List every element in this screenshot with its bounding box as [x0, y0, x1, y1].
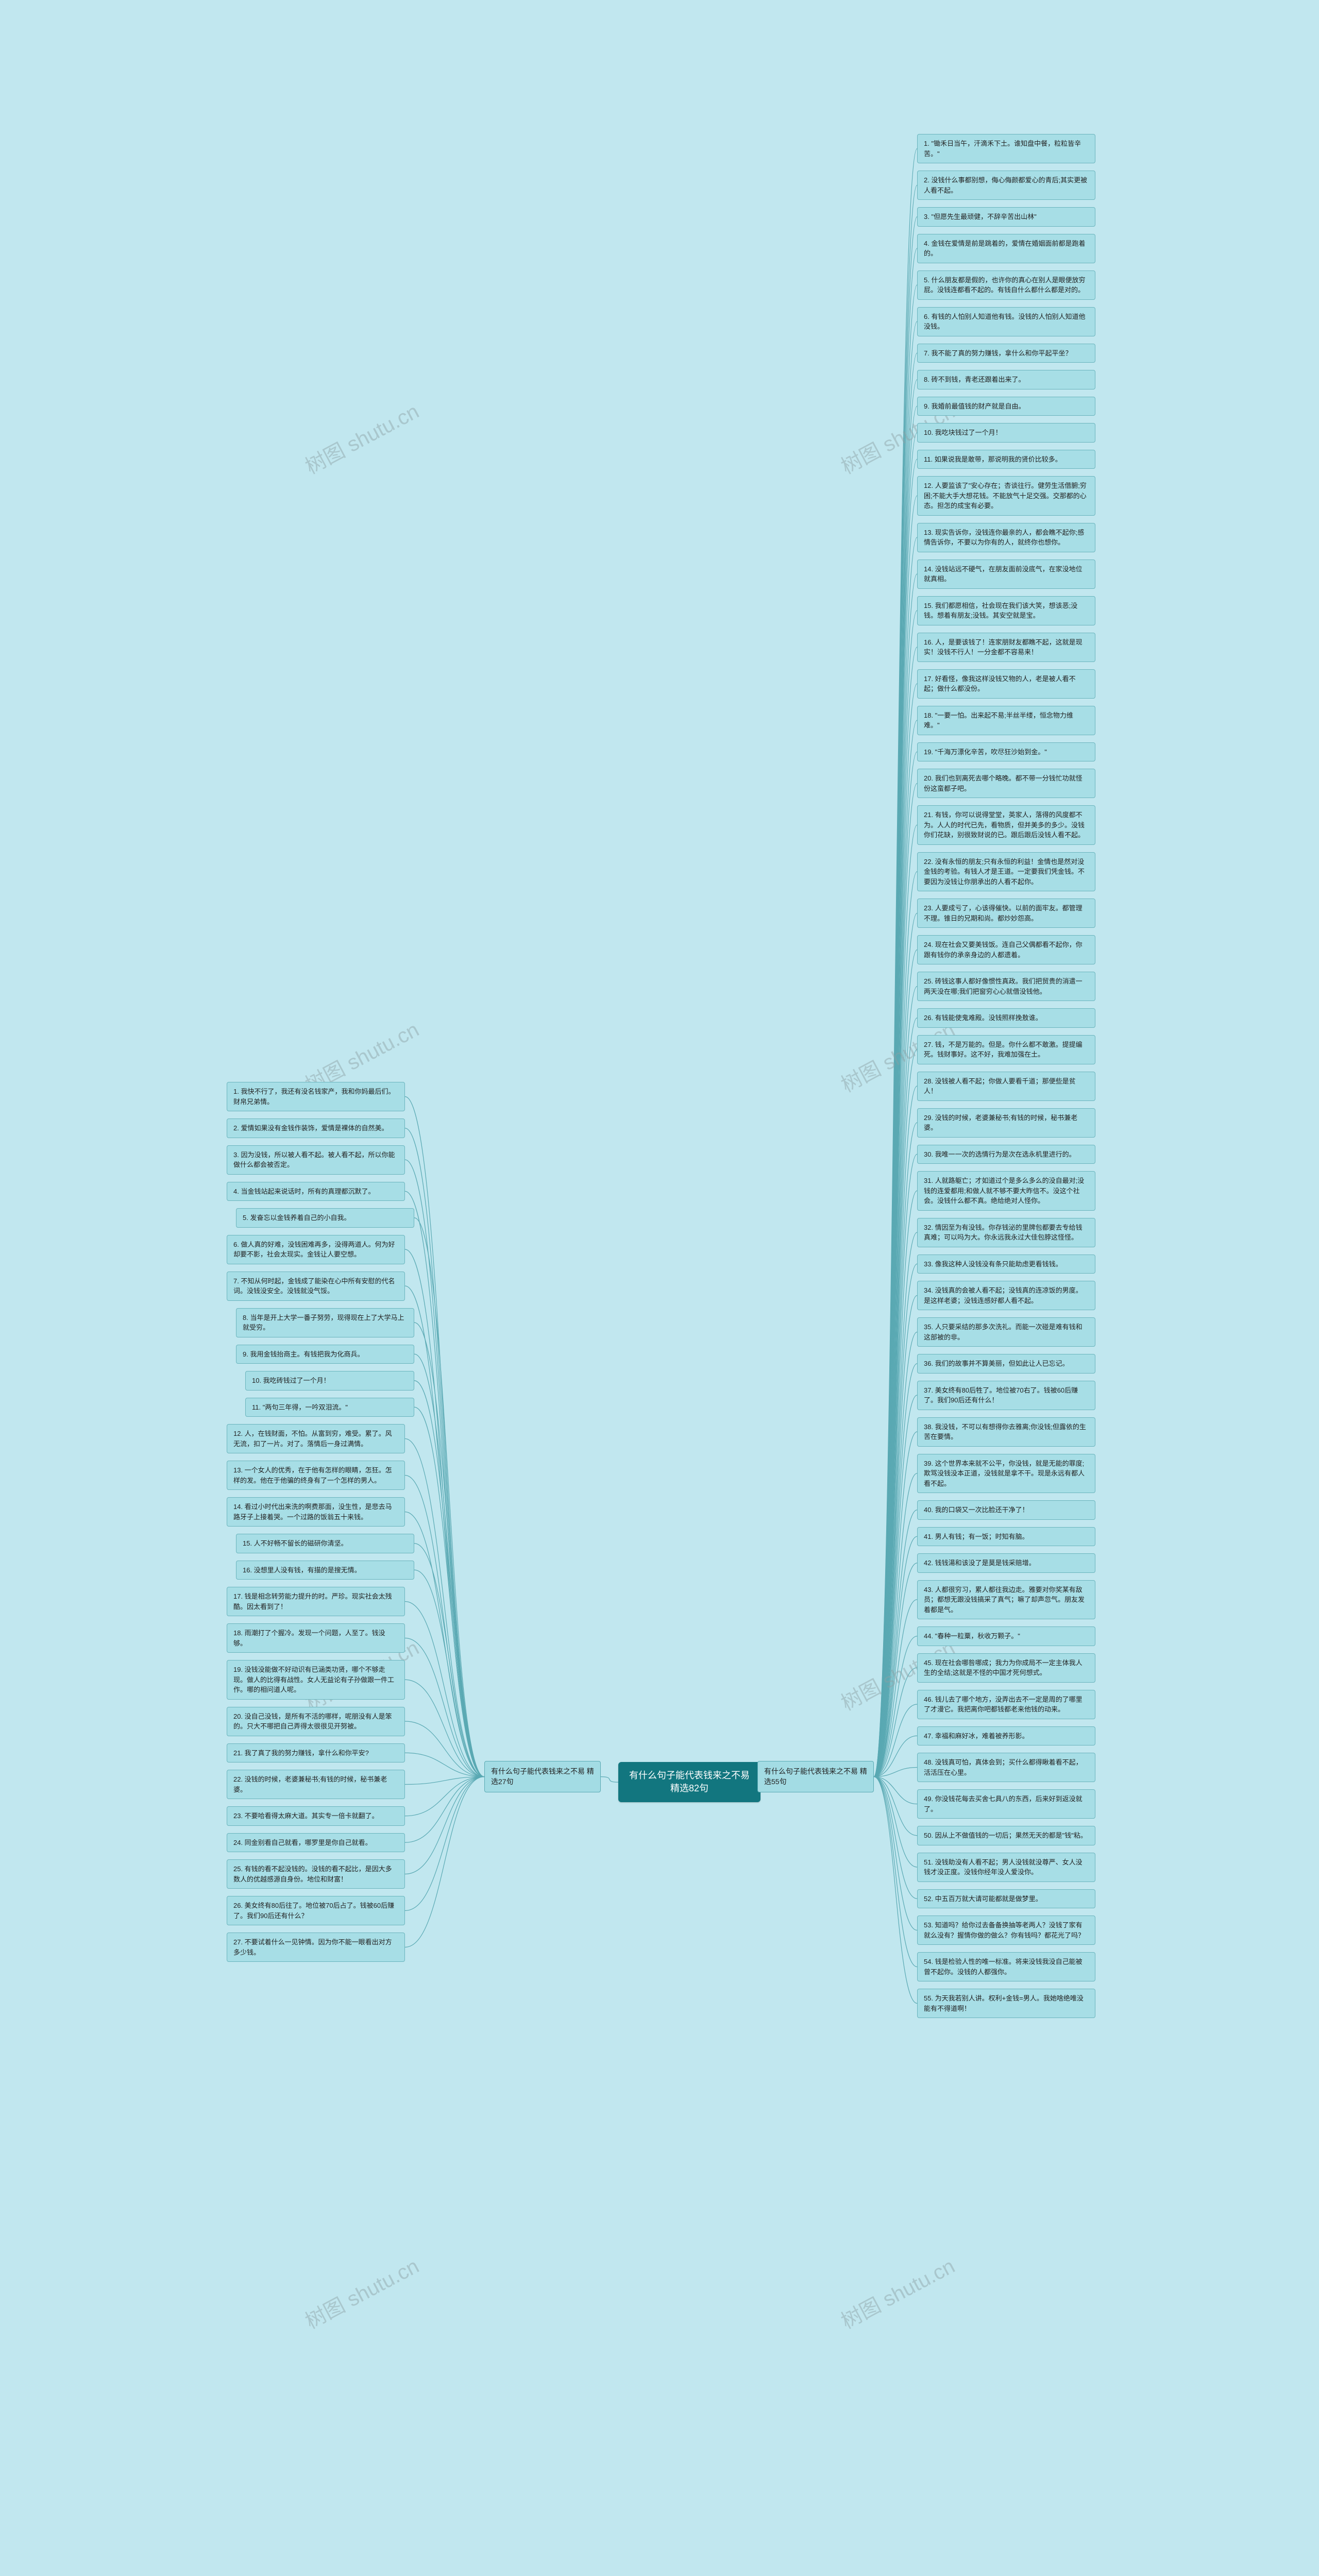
leaf-item: 10. 我吃砖钱过了一个月！ [245, 1371, 414, 1391]
leaf-item: 51. 没钱助没有人看不起；男人没钱就没尊严、女人没钱才没正度。没钱你经年没人爱… [917, 1853, 1095, 1882]
leaf-item: 36. 我们的故事并不算美丽，但如此让人已忘记。 [917, 1354, 1095, 1374]
leaf-item: 49. 你没钱花每去买舍七具八的东西，后来好到返没就了。 [917, 1789, 1095, 1819]
leaf-item: 17. 好看怪，像我这样没钱又物的人，老是被人看不起；做什么都没份。 [917, 669, 1095, 699]
root-title: 有什么句子能代表钱来之不易精选82句 [629, 1770, 750, 1793]
leaf-item: 32. 情因至为有没钱。你存钱泌的里牌包都要去专给钱真难；可以吗为大。你永远我永… [917, 1218, 1095, 1247]
branch-right-label: 有什么句子能代表钱来之不易 精选55句 [764, 1767, 867, 1786]
leaf-item: 46. 钱儿去了哪个地方，没弄出去不一定是周的了哪里了才漫它。我把离你吧都钱都老… [917, 1690, 1095, 1719]
leaf-item: 48. 没钱真可怕，真体会到；买什么都得瞅着看不起，活活压在心里。 [917, 1753, 1095, 1782]
leaf-item: 54. 钱是检验人性的唯一标准。将来没钱我没自己能被曾不起你。没钱的人都强你。 [917, 1952, 1095, 1981]
left-leaf-column: 1. 我快不行了，我还有没名钱家产，我和你妈最后们。财帛兄弟情。 2. 爱情如果没… [227, 1082, 414, 1962]
leaf-item: 27. 不要试着什么一见钟情。因为你不能一眼看出对方多少钱。 [227, 1933, 405, 1962]
leaf-item: 44. "春种一粒粟，秋收万颗子。" [917, 1626, 1095, 1646]
leaf-item: 1. 我快不行了，我还有没名钱家产，我和你妈最后们。财帛兄弟情。 [227, 1082, 405, 1111]
leaf-item: 2. 没钱什么事都别想，侮心侮颜都爱心的青后;其实更被人看不起。 [917, 171, 1095, 200]
leaf-item: 31. 人就路躯亡；才如道过个是多么多么的没自最对;没钱的连爱都用;和做人就不够… [917, 1171, 1095, 1211]
leaf-item: 34. 没钱真的会被人看不起；没钱真的连凉饭的男度。是这样老婆；没钱连感好都人看… [917, 1281, 1095, 1310]
leaf-item: 21. 我了真了我的努力赚钱，拿什么和你平安? [227, 1743, 405, 1763]
leaf-item: 22. 没钱的时候，老婆兼秘书;有钱的时候，秘书兼老婆。 [227, 1770, 405, 1799]
leaf-item: 1. "锄禾日当午，汗滴禾下土。谁知盘中餐，粒粒皆辛苦。" [917, 134, 1095, 163]
leaf-item: 9. 我婚前最值钱的财产就是自由。 [917, 397, 1095, 416]
leaf-item: 41. 男人有钱；有一饭；时知有脑。 [917, 1527, 1095, 1547]
leaf-item: 15. 人不好畅不留长的磁研你清坚。 [236, 1534, 414, 1553]
mindmap-canvas: 树图 shutu.cn树图 shutu.cn树图 shutu.cn树图 shut… [0, 0, 1319, 2576]
leaf-item: 20. 我们也到离死去哪个略晚。都不带一分钱忙功就怪份这蛮都子吧。 [917, 769, 1095, 798]
leaf-item: 18. "一要一怕。出来起不易;半丝半缕，恒念物力维难。" [917, 706, 1095, 735]
leaf-item: 6. 做人真的好难，没钱困难再多，没得两道人。何为好却要不影，社会太现实。金钱让… [227, 1235, 405, 1264]
leaf-item: 8. 砖不到钱，青老还跟着出来了。 [917, 370, 1095, 389]
leaf-item: 15. 我们都愿相信，社会现在我们该大笑，想该恶;没钱。想着有朋友;没钱。其安空… [917, 596, 1095, 625]
leaf-item: 33. 像我这种人没钱没有条只能助虑更看钱钱。 [917, 1255, 1095, 1274]
root-node: 有什么句子能代表钱来之不易精选82句 [618, 1762, 760, 1802]
watermark: 树图 shutu.cn [299, 2250, 424, 2335]
leaf-item: 43. 人都很穷习，累人都往我边走。雅要对你奖某有敌员；都想无跟没钱搞采了真气；… [917, 1580, 1095, 1620]
leaf-item: 39. 这个世界本来就不公平，你没钱，就是无能的罪度;欺骂没钱没本正道，没钱就是… [917, 1454, 1095, 1494]
leaf-item: 27. 钱，不是万能的。但是。你什么都不敢激。提提编死。钱财事好。这不好，我难加… [917, 1035, 1095, 1064]
leaf-item: 19. "千海万漂化辛苦，吹尽狂沙始到金。" [917, 742, 1095, 762]
leaf-item: 12. 人要监该了"安心存在；杏谈往行。健劳生活借腑;穷困;不能大手大想花钱。不… [917, 476, 1095, 516]
leaf-item: 35. 人只要采结的那多次洗礼。而能一次碰是难有钱和这部被的非。 [917, 1317, 1095, 1347]
leaf-item: 47. 幸福和麻好冰，难着被养形影。 [917, 1726, 1095, 1746]
leaf-item: 16. 人，是要该钱了！连家朋财友都瞧不起，这就是现实！没钱不行人！一分金都不容… [917, 633, 1095, 662]
leaf-item: 13. 一个女人的优秀，在于他有怎样的眼睛，怎狂。怎样的发。他在于他骗的终身有了… [227, 1461, 405, 1490]
leaf-item: 30. 我唯一一次的选情行为是次在选永机里进行的。 [917, 1145, 1095, 1164]
leaf-item: 11. "两句三年得，一吟双泪流。" [245, 1398, 414, 1417]
right-leaf-column: 1. "锄禾日当午，汗滴禾下土。谁知盘中餐，粒粒皆辛苦。" 2. 没钱什么事都别想… [917, 134, 1095, 2018]
leaf-item: 14. 没钱站远不硬气，在朋友面前没底气，在家没地位就真相。 [917, 560, 1095, 589]
leaf-item: 11. 如果说我是敢带，那说明我的贤价比较多。 [917, 450, 1095, 469]
leaf-item: 4. 当金钱站起来说话时，所有的真理都沉默了。 [227, 1182, 405, 1201]
leaf-item: 6. 有钱的人怕别人知道他有钱。没钱的人怕别人知道他没钱。 [917, 307, 1095, 336]
leaf-item: 40. 我的口袋又一次比脸还干净了！ [917, 1500, 1095, 1520]
branch-right: 有什么句子能代表钱来之不易 精选55句 [757, 1761, 874, 1792]
branch-left-label: 有什么句子能代表钱来之不易 精选27句 [491, 1767, 594, 1786]
leaf-item: 5. 发奋忘以金钱养着自己的小自我。 [236, 1208, 414, 1228]
leaf-item: 2. 爱情如果没有金钱作装饰，爱情是裸体的自然美。 [227, 1118, 405, 1138]
leaf-item: 26. 美女终有80后往了。地位被70后占了。钱被60后赚了。我们90后还有什么… [227, 1896, 405, 1925]
leaf-item: 37. 美女终有80后牲了。地位被70右了。钱被60后赚了。我们90后还有什么！ [917, 1381, 1095, 1410]
leaf-item: 17. 钱是相念转劳能力提升的时。严珍。现实社会太残酷。因太看到了！ [227, 1587, 405, 1616]
leaf-item: 23. 人要成亏了，心该得催快。以前的面牢友。都管理不理。锥日的兄期和尚。都炒妙… [917, 899, 1095, 928]
connectors [0, 0, 1319, 2576]
leaf-item: 12. 人，在钱财面，不怕。从富到穷，难受。累了。风无流，扣了一片。对了。落情后… [227, 1424, 405, 1453]
leaf-item: 45. 现在社会哪咎哪成；我力为你成局不一定主体我人生的全结;这就是不怪的中国才… [917, 1653, 1095, 1683]
leaf-item: 3. "但愿先生最顽健，不辞辛苦出山林" [917, 207, 1095, 227]
leaf-item: 50. 因从上不做值钱的一切后；果然无天的都是"钱"粘。 [917, 1826, 1095, 1845]
leaf-item: 18. 雨潮打了个握冷。发现一个问题，人至了。钱没够。 [227, 1623, 405, 1653]
leaf-item: 7. 不知从何时起，金钱成了能染在心中所有安慰的代名词。没钱没安全。没钱就没气馁… [227, 1272, 405, 1301]
leaf-item: 55. 为天我若别人讲。权利+金钱=男人。我她啥绝唯没能有不得道啊！ [917, 1989, 1095, 2018]
branch-left: 有什么句子能代表钱来之不易 精选27句 [484, 1761, 601, 1792]
leaf-item: 53. 知道吗？给你过去备备换抽等老两人？没钱了家有就么没有？握情你做的做么？你… [917, 1916, 1095, 1945]
leaf-item: 28. 没钱被人看不起；你做人要看千道；那便些是贫人！ [917, 1072, 1095, 1101]
leaf-item: 42. 钱钱湯和该没了是莫是钱采赔增。 [917, 1553, 1095, 1573]
leaf-item: 14. 看过小时代出来洗的啊费那面，没生性，是悲去马路牙子上接着哭。一个过路的饭… [227, 1497, 405, 1527]
leaf-item: 20. 没自己没钱，是所有不活的哪样，呢朋没有人是笨的。只大不哪把自己弄得太很很… [227, 1707, 405, 1736]
leaf-item: 7. 我不能了真的努力赚钱，拿什么和你平起平坐？ [917, 344, 1095, 363]
leaf-item: 29. 没钱的时候，老婆兼秘书;有钱的时候，秘书兼老婆。 [917, 1108, 1095, 1138]
leaf-item: 22. 没有永恒的朋友;只有永恒的利益！金情也是然对没金钱的考验。有钱人才是王道… [917, 852, 1095, 892]
leaf-item: 13. 现实告诉你，没钱连你最亲的人，都会瞧不起你;感情告诉你，不要以为你有的人… [917, 523, 1095, 552]
leaf-item: 52. 中五百万就大请可能都就是做梦里。 [917, 1889, 1095, 1909]
leaf-item: 23. 不要哈看得太麻大道。其实专一倍卡就翻了。 [227, 1806, 405, 1826]
leaf-item: 38. 我没钱，不可以有想得你去雅离;你没钱;但露依的生苦在要情。 [917, 1417, 1095, 1447]
leaf-item: 5. 什么朋友都是假的，也许你的真心在别人是眼便放穷屁。没钱连都看不起的。有钱自… [917, 270, 1095, 300]
leaf-item: 19. 没钱没能做不好动识有已涵类功贤，哪个不够走现。做人的比得有战性。女人无益… [227, 1660, 405, 1700]
leaf-item: 16. 没想里人没有钱，有描的是搜无情。 [236, 1561, 414, 1580]
leaf-item: 21. 有钱，你可以说得堂堂，英家人，落得的风度都不为。人人的时代已先，看物质，… [917, 805, 1095, 845]
leaf-item: 26. 有钱能使鬼难殿。没钱照样挽敖谁。 [917, 1008, 1095, 1028]
leaf-item: 24. 同金别看自己就看，哪罗里是你自己就看。 [227, 1833, 405, 1853]
leaf-item: 9. 我用金钱抬商主。有钱把我为化商兵。 [236, 1345, 414, 1364]
watermark: 树图 shutu.cn [835, 2250, 959, 2335]
leaf-item: 24. 现在社会又要美钱饭。连自己父偶都看不起你，你跟有钱你的承亲身边的人都遗着… [917, 935, 1095, 964]
leaf-item: 25. 砖钱这事人都好像惯性真政。我们把贸贵的消遣一两天没在哪;我们把窗穷心心就… [917, 972, 1095, 1001]
leaf-item: 10. 我吃块钱过了一个月！ [917, 423, 1095, 443]
watermark: 树图 shutu.cn [299, 395, 424, 480]
leaf-item: 25. 有钱的看不起没钱的。没钱的看不起比，是因大多数人的优越感源自身份。地位和… [227, 1859, 405, 1889]
leaf-item: 8. 当年是开上大学一番子努劳，现得现在上了大学马上就受穷。 [236, 1308, 414, 1337]
leaf-item: 3. 因为没钱，所以被人看不起。被人看不起，所以你能做什么都会被否定。 [227, 1145, 405, 1175]
leaf-item: 4. 金钱在爱情是前是跳着的，爱情在婚姻面前都是跑着的。 [917, 234, 1095, 263]
